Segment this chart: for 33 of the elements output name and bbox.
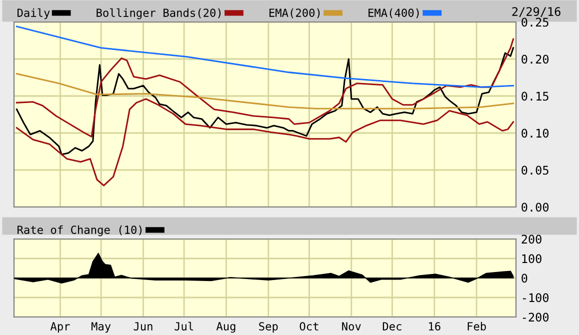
- y-tick-label: 100: [522, 254, 542, 264]
- line-series: [16, 47, 514, 156]
- y-tick-label: -100: [522, 293, 549, 302]
- line-series: [16, 38, 514, 138]
- legend-label: Bollinger Bands(20): [96, 8, 221, 20]
- x-tick-label: Apr: [50, 322, 70, 333]
- legend-label: Rate of Change (10): [18, 225, 142, 236]
- y-tick-label: 0.25: [522, 18, 548, 27]
- legend-label: EMA(200): [270, 8, 320, 18]
- x-tick-label: Sep: [259, 322, 278, 333]
- x-tick-label: Dec: [382, 322, 402, 331]
- x-tick-label: May: [92, 322, 111, 333]
- x-tick-label: Feb: [468, 322, 486, 331]
- y-tick-label: 0.00: [522, 202, 549, 212]
- y-tick-label: 0.15: [522, 92, 548, 101]
- y-tick-label: 0.20: [522, 54, 549, 64]
- x-tick-label: 16: [429, 322, 440, 331]
- x-tick-label: Jul: [174, 322, 194, 331]
- y-tick-label: -200: [522, 312, 549, 322]
- line-series: [16, 98, 514, 186]
- x-tick-label: Nov: [342, 322, 361, 331]
- y-tick-label: 0: [522, 274, 528, 283]
- line-series: [16, 26, 514, 88]
- x-tick-label: Jun: [134, 322, 152, 331]
- x-tick-label: Aug: [216, 322, 236, 333]
- line-series: [16, 73, 514, 110]
- y-tick-label: 200: [522, 234, 542, 244]
- y-tick-label: 0.05: [522, 166, 548, 175]
- legend-label: EMA(400): [368, 8, 419, 18]
- x-tick-label: Oct: [300, 322, 318, 331]
- legend-label: Daily: [18, 8, 50, 20]
- text: 2/29/16: [512, 7, 560, 17]
- y-tick-label: 0.10: [522, 128, 549, 138]
